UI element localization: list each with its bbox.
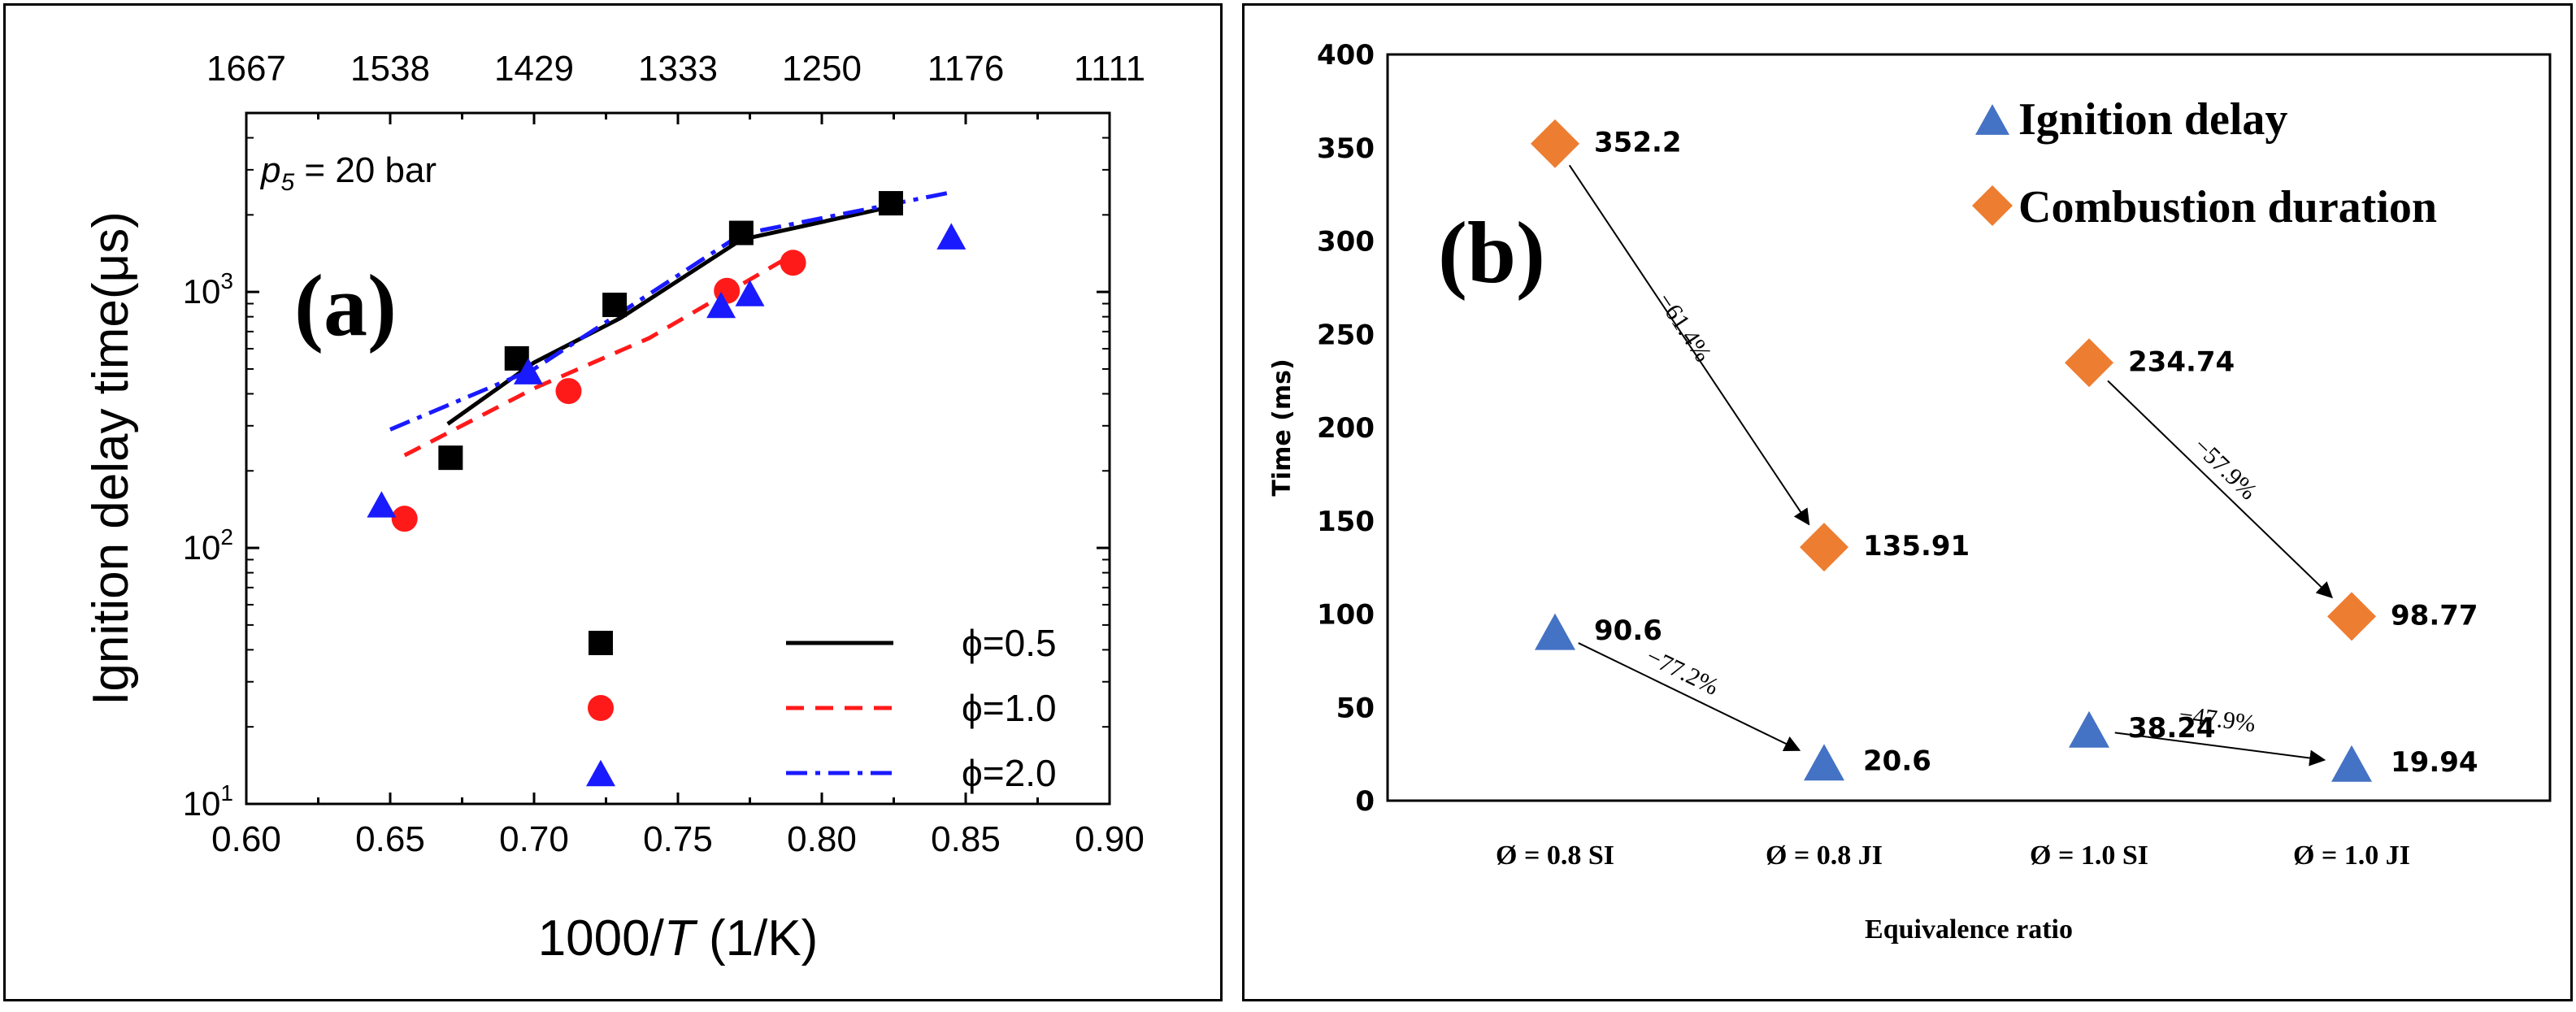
legend-marker-diamond-b [1972, 185, 2013, 226]
data-label-b: 352.2 [1594, 127, 1682, 159]
y-tick-label-b: 300 [1317, 226, 1375, 258]
category-label-b: Ø = 0.8 JI [1766, 840, 1883, 871]
y-tick-label-b: 100 [1317, 599, 1375, 632]
top-tick-label-a: 1538 [350, 49, 430, 89]
point-triangle [513, 358, 543, 384]
top-tick-label-a: 1111 [1074, 49, 1145, 89]
legend-label: ϕ=2.0 [962, 752, 1057, 794]
point-combustion-duration [2327, 592, 2376, 641]
change-arrow [1568, 164, 1810, 526]
point-ignition-delay [2331, 745, 2372, 782]
data-label-b: 135.91 [1863, 530, 1970, 562]
y-tick-label-a: 102 [183, 524, 233, 567]
model-line-square [446, 204, 892, 426]
plot-frame-b [1386, 53, 2552, 802]
y-tick-label-b: 200 [1317, 412, 1375, 445]
y-axis-label-b: Time (ms) [1268, 358, 1297, 496]
x-tick-label-a: 0.85 [931, 819, 1001, 859]
legend-label: ϕ=0.5 [962, 622, 1057, 664]
legend-marker-triangle-b [1975, 104, 2009, 135]
y-tick-label-b: 0 [1355, 785, 1375, 818]
point-circle [780, 250, 806, 276]
point-square [438, 445, 463, 471]
legend-label: ϕ=1.0 [962, 687, 1057, 729]
x-tick-label-a: 0.70 [499, 819, 569, 859]
change-arrow [2107, 380, 2333, 599]
point-triangle [936, 223, 967, 250]
point-combustion-duration [2065, 338, 2113, 388]
point-circle [555, 378, 582, 405]
data-label-b: 38.24 [2128, 712, 2216, 745]
data-label-b: 20.6 [1863, 745, 1931, 778]
x-tick-label-a: 0.80 [787, 819, 857, 859]
legend-marker-circle [588, 695, 614, 721]
category-label-b: Ø = 1.0 JI [2293, 840, 2410, 871]
x-axis-label-b: Equivalence ratio [1865, 914, 2073, 945]
point-square [602, 293, 628, 318]
y-tick-label-a: 101 [183, 780, 233, 823]
category-label-b: Ø = 1.0 SI [2030, 840, 2148, 871]
legend-label-b: Combustion duration [2018, 182, 2437, 232]
point-ignition-delay [1804, 744, 1844, 781]
chart-b: 0 50 100 150 200 250 300 350 400 Time (ms) Ø = 0.8… [1268, 39, 2552, 945]
panel-label-b: (b) [1438, 205, 1545, 302]
data-label-b: 234.74 [2128, 345, 2235, 378]
category-label-b: Ø = 0.8 SI [1496, 840, 1614, 871]
point-triangle [706, 291, 736, 319]
y-tick-label-b: 50 [1336, 692, 1375, 724]
y-tick-label-b: 250 [1317, 319, 1375, 351]
data-label-b: 90.6 [1594, 615, 1662, 647]
change-arrow [1578, 642, 1801, 752]
point-combustion-duration [1531, 119, 1579, 168]
top-tick-label-a: 1667 [206, 49, 286, 89]
point-ignition-delay [2069, 710, 2109, 748]
top-tick-label-a: 1176 [927, 49, 1005, 89]
point-ignition-delay [1535, 613, 1575, 650]
panel-a: 0.60 0.65 0.70 0.75 0.80 0.85 0.90 1667 1538 1429… [3, 3, 1223, 1001]
y-tick-label-a: 103 [183, 268, 233, 311]
point-circle [391, 506, 418, 532]
point-triangle [367, 491, 397, 518]
y-tick-label-b: 350 [1317, 132, 1375, 165]
point-square [878, 191, 903, 216]
change-arrow [2114, 732, 2326, 767]
legend-label-b: Ignition delay [2018, 94, 2287, 145]
point-combustion-duration [1800, 523, 1848, 572]
change-label: −77.2% [1642, 643, 1722, 701]
data-label-b: 98.77 [2391, 599, 2478, 632]
y-tick-label-b: 400 [1317, 39, 1375, 72]
x-tick-label-a: 0.75 [643, 819, 713, 859]
legend-marker-square [589, 631, 613, 655]
legend-marker-triangle [586, 759, 615, 787]
point-triangle [735, 280, 765, 306]
pressure-annotation: p5 = 20 bar [259, 150, 437, 196]
panel-b: 0 50 100 150 200 250 300 350 400 Time (ms) Ø = 0.8… [1242, 3, 2573, 1001]
model-line-triangle [389, 190, 952, 432]
change-label: −61.4% [1652, 288, 1717, 367]
top-tick-label-a: 1333 [638, 49, 718, 89]
top-tick-label-a: 1250 [782, 49, 862, 89]
chart-a: 0.60 0.65 0.70 0.75 0.80 0.85 0.90 1667 1538 1429… [83, 49, 1145, 966]
x-tick-label-a: 0.90 [1075, 819, 1145, 859]
x-tick-label-a: 0.65 [355, 819, 425, 859]
top-tick-label-a: 1429 [494, 49, 574, 89]
x-axis-label-a: 1000/T (1/K) [538, 910, 819, 966]
y-tick-label-b: 150 [1317, 506, 1375, 538]
panel-label-a: (a) [294, 258, 397, 354]
point-square [728, 220, 754, 245]
data-label-b: 19.94 [2391, 746, 2478, 779]
y-axis-label-a: Ignition delay time(μs) [83, 211, 139, 706]
x-tick-label-a: 0.60 [211, 819, 281, 859]
